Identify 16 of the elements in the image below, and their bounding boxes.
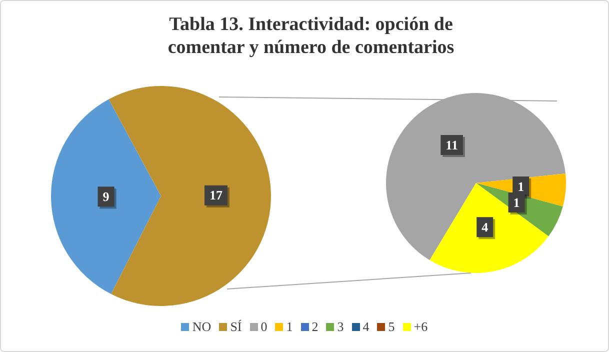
legend-label: 0: [260, 319, 268, 335]
text: Tabla 13. Interactividad: opción de comentar y número de comentarios: [166, 13, 456, 59]
data-label: 17: [209, 188, 223, 203]
legend-label: 4: [362, 319, 370, 335]
data-label: 1: [518, 178, 524, 194]
data-label: 1: [513, 194, 520, 210]
legend-label: 1: [286, 319, 293, 335]
legend-label: NO: [192, 319, 212, 335]
legend-label: 2: [312, 319, 318, 335]
data-label: 11: [446, 137, 458, 152]
legend-label: SÍ: [230, 319, 242, 335]
legend-label: +6: [414, 319, 428, 335]
data-label: 9: [102, 189, 110, 204]
legend-label: 5: [388, 319, 395, 335]
legend-label: 3: [337, 319, 344, 335]
data-label: 4: [482, 219, 489, 234]
